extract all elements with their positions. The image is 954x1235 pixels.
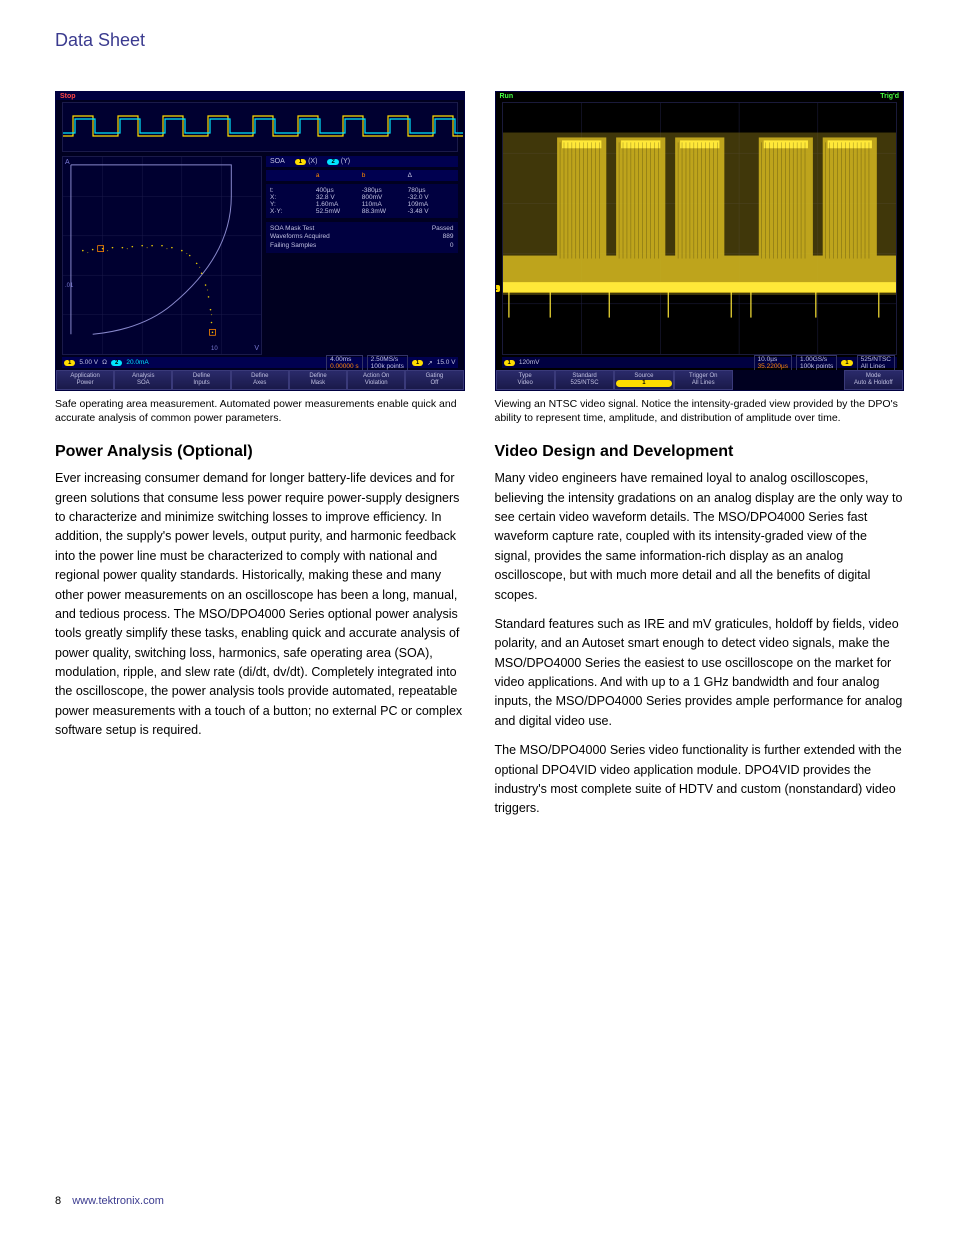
figure-caption-power: Safe operating area measurement. Automat… xyxy=(55,397,465,425)
cursor-a-label: a xyxy=(316,172,362,179)
channel-status-bar: 1 5.00 V Ω 2 20.0mA 4.00ms0.00000 s 2.50… xyxy=(62,357,458,368)
menu-gating[interactable]: GatingOff xyxy=(405,370,463,390)
menu-define-axes[interactable]: DefineAxes xyxy=(231,370,289,390)
video-signal-screenshot: Run Trig'd xyxy=(495,91,905,391)
video-channel-status-bar: 1 120mV 10.0µs35.2200µs 1.00GS/s100k poi… xyxy=(502,357,898,368)
heading-power-analysis: Power Analysis (Optional) xyxy=(55,443,465,461)
readout-table: t:400µs-380µs780µs X:32.8 V800mV-32.0 V … xyxy=(266,184,458,218)
menu-source[interactable]: Source1 xyxy=(614,370,673,390)
menu-define-mask[interactable]: DefineMask xyxy=(289,370,347,390)
menu-action-on-violation[interactable]: Action OnViolation xyxy=(347,370,405,390)
acquisition-stop-label: Stop xyxy=(60,93,76,100)
right-column: Run Trig'd xyxy=(495,91,905,829)
body-video-1: Many video engineers have remained loyal… xyxy=(495,469,905,605)
cursor-delta-label: Δ xyxy=(408,172,454,179)
readout-title: SOA xyxy=(270,158,285,165)
soa-mask-test-result: SOA Mask Test Waveforms Acquired Failing… xyxy=(266,222,458,253)
page-header-title: Data Sheet xyxy=(55,30,904,51)
page-number: 8 xyxy=(55,1195,61,1207)
top-waveform-panel xyxy=(62,102,458,152)
menu-mode[interactable]: ModeAuto & Holdoff xyxy=(844,370,903,390)
body-video-2: Standard features such as IRE and mV gra… xyxy=(495,615,905,731)
soa-readout-panel: SOA 1 (X) 2 (Y) a b Δ t:400µs-380µs780µs… xyxy=(266,156,458,253)
ch1-badge: 1 xyxy=(295,159,306,165)
cursor-b-label: b xyxy=(362,172,408,179)
video-ch1-badge: 1 xyxy=(504,360,515,366)
power-analysis-screenshot: Stop A V .01 10 xyxy=(55,91,465,391)
ch2-badge: 2 xyxy=(327,159,338,165)
menu-analysis[interactable]: AnalysisSOA xyxy=(114,370,172,390)
scope-menu-bar: ApplicationPower AnalysisSOA DefineInput… xyxy=(56,370,464,390)
menu-application[interactable]: ApplicationPower xyxy=(56,370,114,390)
video-waveform-display: 1 xyxy=(502,102,898,355)
acquisition-run-label: Run xyxy=(500,93,514,100)
ch2-badge-bar: 2 xyxy=(111,360,122,366)
page-footer: 8 www.tektronix.com xyxy=(55,1195,164,1207)
menu-type[interactable]: TypeVideo xyxy=(496,370,555,390)
body-power-analysis: Ever increasing consumer demand for long… xyxy=(55,469,465,740)
body-video-3: The MSO/DPO4000 Series video functionali… xyxy=(495,741,905,819)
ch1-badge-bar: 1 xyxy=(64,360,75,366)
menu-standard[interactable]: Standard525/NTSC xyxy=(555,370,614,390)
ch1-ground-marker: 1 xyxy=(495,285,501,292)
figure-caption-video: Viewing an NTSC video signal. Notice the… xyxy=(495,397,905,425)
menu-define-inputs[interactable]: DefineInputs xyxy=(172,370,230,390)
menu-trigger-on[interactable]: Trigger OnAll Lines xyxy=(674,370,733,390)
soa-plot: A V .01 10 xyxy=(62,156,262,355)
video-menu-bar: TypeVideo Standard525/NTSC Source1 Trigg… xyxy=(496,370,904,390)
trigger-status-label: Trig'd xyxy=(880,93,899,100)
left-column: Stop A V .01 10 xyxy=(55,91,465,829)
heading-video-design: Video Design and Development xyxy=(495,443,905,461)
footer-url: www.tektronix.com xyxy=(72,1195,164,1207)
